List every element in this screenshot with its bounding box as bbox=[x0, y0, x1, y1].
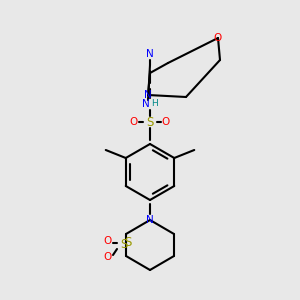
Text: O: O bbox=[162, 117, 170, 127]
Text: S: S bbox=[124, 236, 132, 248]
Text: O: O bbox=[104, 252, 112, 262]
Text: N: N bbox=[142, 99, 150, 109]
Text: N: N bbox=[146, 49, 154, 59]
Text: S: S bbox=[146, 116, 154, 128]
Text: S: S bbox=[120, 238, 128, 251]
Text: O: O bbox=[130, 117, 138, 127]
Text: O: O bbox=[214, 33, 222, 43]
Text: H: H bbox=[151, 100, 158, 109]
Text: O: O bbox=[104, 236, 112, 246]
Text: N: N bbox=[146, 215, 154, 225]
Text: N: N bbox=[144, 90, 152, 100]
